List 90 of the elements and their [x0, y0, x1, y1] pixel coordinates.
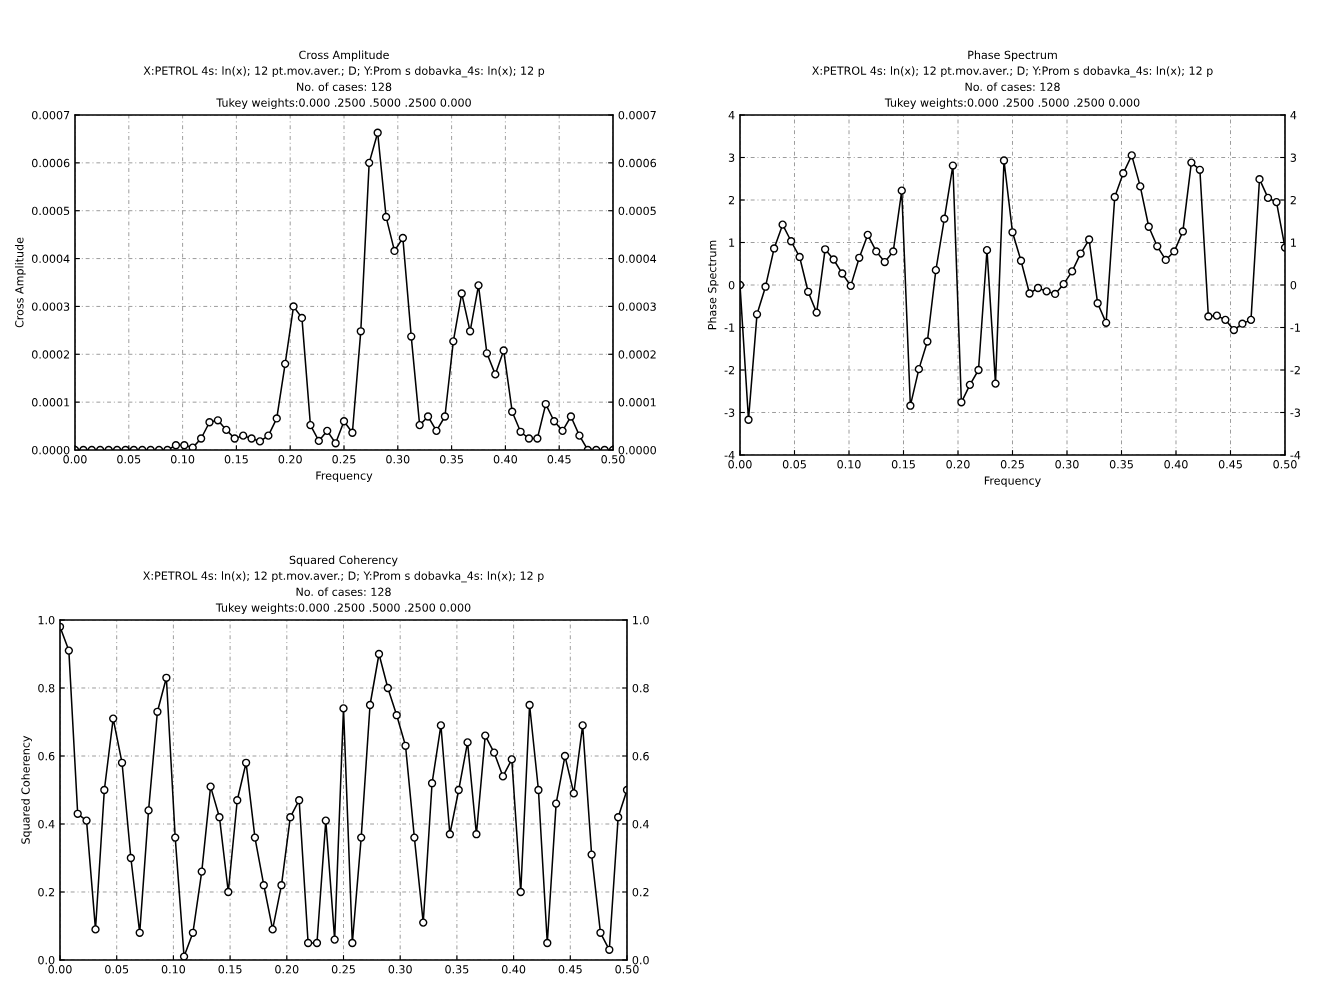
y-axis-title: Phase Spectrum	[707, 240, 719, 330]
chart-subtitle: X:PETROL 4s: ln(x); 12 pt.mov.aver.; D; Y:Prom s dobavka_4s: ln(x); 12 p No. of cases: 128 Tukey weights:0.000 .2500 .5000 .2500 0.000	[143, 571, 544, 614]
y-axis-title: Squared Coherency	[21, 735, 32, 844]
chart-title: Cross Amplitude	[299, 50, 389, 62]
y2-tick-label: 1.0	[633, 615, 649, 625]
y2-tick-label: 1	[1291, 238, 1296, 247]
y2-tick-label: 4	[1290, 111, 1297, 120]
x-tick-label: 0.15	[891, 460, 915, 469]
x-tick-label: 0.25	[332, 455, 356, 464]
x-tick-label: 0.15	[218, 965, 242, 974]
y2-tick-label: -2	[1290, 365, 1300, 375]
x-tick-label: 0.50	[601, 455, 625, 464]
x-tick-label: 0.00	[728, 460, 752, 469]
y-tick-label: 4	[728, 111, 735, 120]
x-tick-label: 0.05	[105, 965, 129, 974]
y2-tick-label: 0.2	[632, 887, 649, 897]
y-tick-label: 0.0007	[31, 110, 70, 120]
y2-tick-label: -3	[1290, 408, 1301, 417]
x-tick-label: 0.40	[501, 965, 526, 974]
x-tick-label: 0.25	[331, 965, 355, 974]
y2-tick-label: 0.0002	[618, 350, 656, 359]
chart-title: Phase Spectrum	[968, 50, 1057, 62]
y2-tick-label: 2	[1290, 195, 1296, 205]
y2-tick-label: 0	[1290, 280, 1297, 290]
y2-tick-label: -4	[1290, 451, 1301, 460]
y-tick-label: 0.2	[38, 887, 55, 897]
y2-tick-label: 0.0	[632, 955, 649, 965]
y-tick-label: 3	[728, 153, 735, 162]
x-tick-label: 0.30	[1055, 460, 1079, 469]
y2-tick-label: 0.0003	[618, 302, 656, 311]
y-tick-label: 0.0006	[31, 158, 70, 168]
y-tick-label: -4	[724, 451, 735, 460]
x-tick-label: 0.40	[1164, 460, 1188, 469]
x-tick-label: 0.35	[1109, 460, 1133, 469]
x-tick-label: 0.25	[1000, 460, 1024, 469]
x-tick-label: 0.30	[388, 965, 412, 974]
chart-title: Squared Coherency	[289, 555, 398, 567]
x-axis-title: Frequency	[984, 476, 1041, 487]
chart-subtitle: X:PETROL 4s: ln(x); 12 pt.mov.aver.; D; Y:Prom s dobavka_4s: ln(x); 12 p No. of cases: 128 Tukey weights:0.000 .2500 .5000 .2500 0.000	[812, 66, 1213, 109]
y-tick-label: 1.0	[38, 615, 55, 625]
x-tick-label: 0.30	[386, 455, 410, 464]
y2-tick-label: -1	[1290, 323, 1300, 332]
y-tick-label: 0.0004	[31, 254, 70, 263]
y-tick-label: 0.6	[38, 751, 55, 761]
x-tick-label: 0.05	[117, 455, 141, 464]
x-tick-label: 0.10	[837, 460, 861, 469]
x-tick-label: 0.40	[493, 455, 518, 464]
y2-tick-label: 0.0006	[618, 158, 657, 168]
y2-tick-label: 0.6	[632, 751, 649, 761]
y2-tick-label: 0.0001	[618, 398, 656, 407]
x-tick-label: 0.00	[48, 965, 72, 974]
x-tick-label: 0.20	[946, 460, 970, 469]
x-tick-label: 0.35	[439, 455, 463, 464]
x-tick-label: 0.35	[445, 965, 469, 974]
y2-tick-label: 0.0007	[618, 110, 656, 120]
x-tick-label: 0.05	[782, 460, 806, 469]
y2-tick-label: 0.4	[632, 819, 649, 829]
x-tick-label: 0.20	[275, 965, 299, 974]
y2-tick-label: 0.0004	[618, 254, 657, 263]
x-tick-label: 0.45	[1218, 460, 1242, 469]
y-tick-label: 0.8	[38, 683, 55, 693]
x-tick-label: 0.45	[558, 965, 582, 974]
y-axis-title: Cross Amplitude	[14, 237, 26, 328]
y-tick-label: 0	[728, 280, 735, 290]
y-tick-label: 2	[728, 195, 735, 205]
x-tick-label: 0.00	[63, 455, 87, 464]
chart-subtitle: X:PETROL 4s: ln(x); 12 pt.mov.aver.; D; Y:Prom s dobavka_4s: ln(x); 12 p No. of cases: 128 Tukey weights:0.000 .2500 .5000 .2500 0.000	[143, 66, 545, 109]
y-tick-label: 0.0000	[31, 445, 70, 455]
x-tick-label: 0.20	[278, 455, 302, 464]
x-tick-label: 0.15	[224, 455, 248, 464]
y-tick-label: -3	[724, 408, 735, 417]
y-tick-label: -2	[724, 365, 735, 375]
x-tick-label: 0.45	[547, 455, 571, 464]
y-tick-label: 1	[729, 238, 735, 247]
y2-tick-label: 0.0000	[618, 445, 656, 455]
x-tick-label: 0.50	[615, 965, 639, 974]
y-tick-label: 0.0002	[31, 350, 70, 359]
x-tick-label: 0.10	[161, 965, 186, 974]
y-tick-label: 0.4	[38, 819, 55, 829]
y-tick-label: -1	[724, 323, 735, 332]
x-axis-title: Frequency	[316, 471, 373, 482]
y2-tick-label: 0.8	[632, 683, 649, 693]
y-tick-label: 0.0	[38, 955, 55, 965]
x-tick-label: 0.50	[1273, 460, 1297, 469]
y-tick-label: 0.0005	[31, 206, 70, 216]
x-tick-label: 0.10	[170, 455, 195, 464]
y-tick-label: 0.0003	[31, 302, 70, 311]
y2-tick-label: 0.0005	[618, 206, 656, 216]
y2-tick-label: 3	[1290, 153, 1297, 162]
y-tick-label: 0.0001	[31, 398, 70, 407]
